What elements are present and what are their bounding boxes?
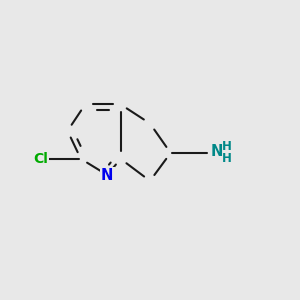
- Text: Cl: Cl: [34, 152, 49, 166]
- Text: H: H: [222, 140, 232, 153]
- Text: N: N: [101, 167, 113, 182]
- Text: H: H: [222, 152, 232, 165]
- Text: N: N: [210, 144, 223, 159]
